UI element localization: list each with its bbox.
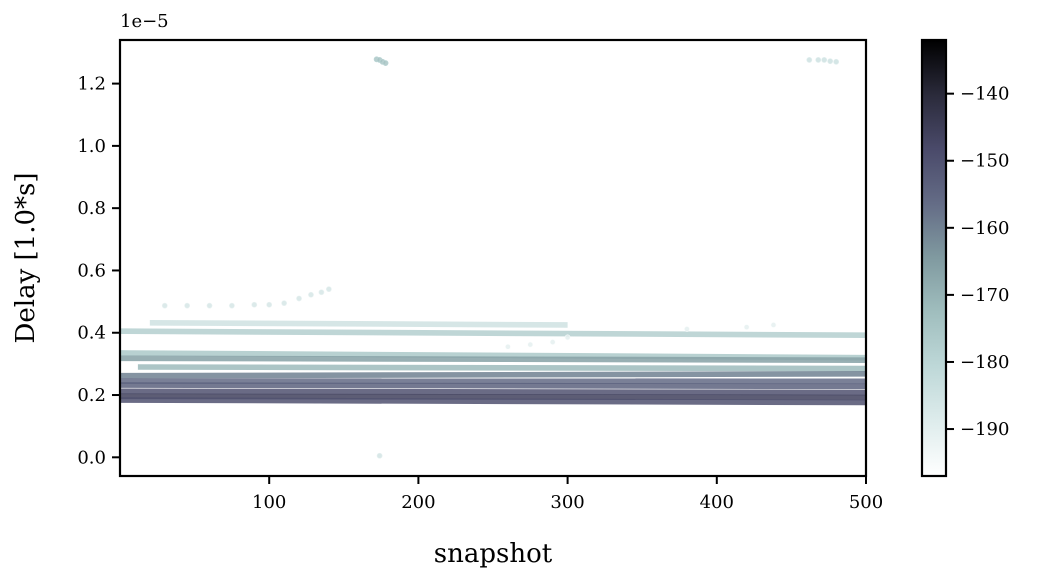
y-axis-title: Delay [1.0*s] [11,173,41,344]
colorbar-axis: −140 −150 −160 −170 −180 −190 [946,84,1009,440]
y-axis: 0.0 0.2 0.4 0.6 0.8 1.0 1.2 [77,74,120,468]
x-tick-label-1: 200 [401,492,435,513]
colorbar-tick-label-0: −140 [960,84,1009,105]
data-point-3-1 [815,57,822,63]
data-point-0-7 [296,295,302,302]
y-tick-label-5: 1.0 [77,136,106,157]
x-tick-label-4: 500 [849,492,883,513]
data-point-4-0 [376,452,383,459]
band-1 [149,319,568,328]
data-point-0-8 [308,291,314,298]
colorbar-tick-label-3: −170 [960,285,1009,306]
data-point-3-4 [833,58,840,65]
band-layer [120,319,866,406]
data-point-0-5 [266,301,273,308]
colorbar [920,38,948,478]
data-point-1-3 [564,334,571,341]
y-tick-label-2: 0.4 [77,323,106,344]
y-tick-label-1: 0.2 [77,385,106,406]
data-point-0-9 [318,289,325,296]
band-0 [120,328,866,339]
band-7 [120,382,866,390]
band-4 [137,364,866,372]
data-point-1-1 [527,341,534,348]
data-point-0-10 [325,286,332,293]
y-tick-label-6: 1.2 [77,74,106,95]
y-tick-label-3: 0.6 [77,260,106,281]
data-point-0-6 [281,300,288,307]
y-tick-label-0: 0.0 [77,447,106,468]
data-point-0-2 [206,302,213,309]
points-layer [161,56,840,459]
data-point-1-5 [743,324,750,331]
data-point-1-6 [770,322,777,328]
band-8 [120,388,866,396]
band-10 [120,397,866,406]
x-axis: 100 200 300 400 500 [252,476,883,513]
data-point-0-3 [228,302,235,309]
band-3 [120,355,866,363]
x-tick-label-2: 300 [550,492,584,513]
colorbar-tick-label-4: −180 [960,352,1009,373]
colorbar-tick-label-5: −190 [960,419,1009,440]
plot-frame [118,38,868,478]
colorbar-tick-label-1: −150 [960,151,1009,172]
data-point-3-2 [821,57,828,63]
colorbar-tick-label-2: −160 [960,218,1009,239]
band-5 [120,371,866,379]
y-tick-label-4: 0.8 [77,198,106,219]
data-point-0-1 [184,302,191,309]
data-point-1-4 [684,326,690,332]
data-point-2-3 [382,60,389,66]
data-point-0-4 [251,301,258,308]
x-tick-label-3: 400 [700,492,734,513]
data-point-3-3 [827,58,834,65]
data-point-1-0 [505,343,511,350]
data-point-0-0 [161,302,168,309]
x-axis-title: snapshot [434,539,553,569]
x-tick-label-0: 100 [252,492,286,513]
data-point-3-0 [806,57,813,63]
y-offset-label: 1e−5 [120,11,169,32]
data-point-1-2 [549,339,556,345]
